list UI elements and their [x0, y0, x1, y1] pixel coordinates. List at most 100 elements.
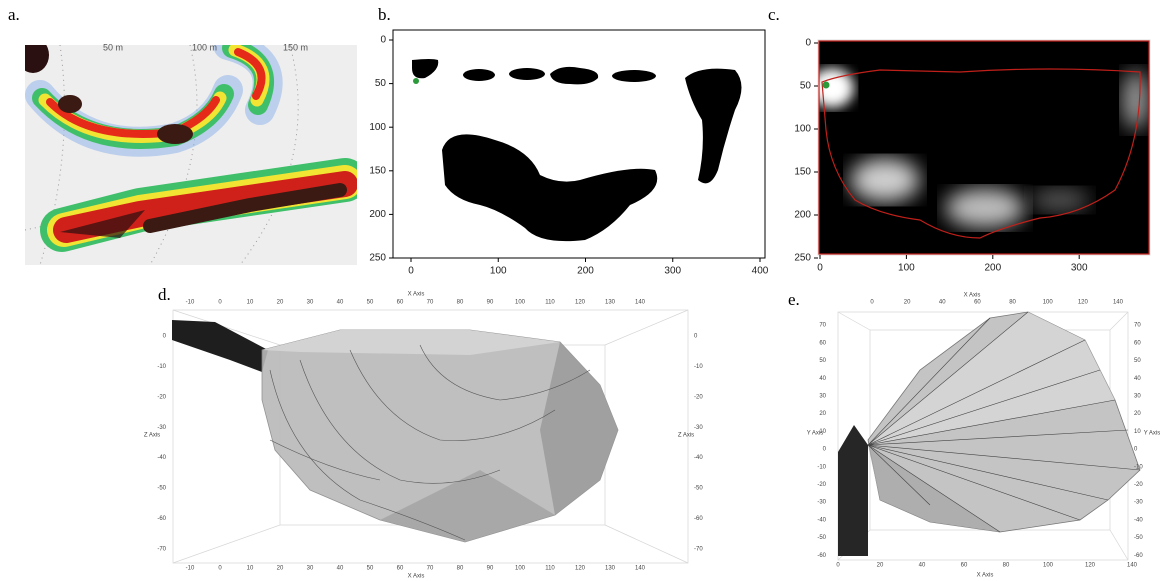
range-label: 50 m	[103, 42, 123, 52]
x-tick-label: 90	[487, 566, 494, 572]
z-tick-label: -60	[694, 516, 703, 522]
x-tick-label: 140	[635, 566, 646, 572]
y-tick-label: -40	[817, 517, 826, 523]
z-tick-label: -10	[694, 364, 703, 370]
x-tick-label: 70	[427, 300, 434, 306]
y-tick-label: -40	[1134, 517, 1143, 523]
z-tick-label: -20	[694, 394, 703, 400]
y-tick-label: 0	[1134, 447, 1138, 453]
distance-map	[810, 40, 1150, 255]
panel-label: b.	[378, 5, 391, 24]
y-tick-label: 0	[823, 447, 827, 453]
panel-label: c.	[768, 5, 780, 24]
x-tick-label: 60	[961, 563, 968, 569]
axis-label: X Axis	[408, 292, 425, 298]
x-tick-label: 200	[984, 263, 1001, 274]
x-tick-label: 80	[457, 566, 464, 572]
x-tick-label: 80	[457, 300, 464, 306]
x-tick-label: 130	[605, 300, 616, 306]
x-tick-label: 100	[515, 300, 526, 306]
z-tick-label: -50	[694, 486, 703, 492]
x-tick-label: 50	[367, 566, 374, 572]
x-tick-label: 20	[877, 563, 884, 569]
z-tick-label: -40	[694, 455, 703, 461]
y-tick-label: 200	[369, 209, 386, 220]
x-tick-label: 0	[870, 300, 874, 306]
x-tick-label: 110	[545, 566, 555, 572]
x-tick-label: 100	[515, 566, 526, 572]
z-tick-label: -30	[157, 425, 166, 431]
y-tick-label: 30	[1134, 393, 1141, 399]
x-tick-label: 40	[337, 300, 344, 306]
x-tick-label: 300	[1071, 263, 1088, 274]
y-tick-label: 30	[819, 393, 826, 399]
x-tick-label: 20	[277, 300, 284, 306]
y-tick-label: -30	[1134, 500, 1143, 506]
z-tick-label: -50	[157, 486, 166, 492]
x-tick-label: 60	[397, 566, 404, 572]
x-tick-label: 50	[367, 300, 374, 306]
x-tick-label: 0	[218, 300, 222, 306]
x-tick-label: 80	[1009, 300, 1016, 306]
y-tick-label: 10	[1134, 429, 1141, 435]
y-tick-label: 100	[794, 124, 811, 135]
z-tick-label: -70	[694, 546, 703, 552]
y-tick-label: -50	[1134, 535, 1143, 541]
x-tick-label: 100	[898, 263, 915, 274]
axis-label: Z Axis	[678, 433, 694, 439]
y-tick-label: 60	[1134, 340, 1141, 346]
x-tick-label: 0	[817, 263, 823, 274]
x-tick-label: 140	[1113, 300, 1124, 306]
x-tick-label: 20	[904, 300, 911, 306]
x-tick-label: 90	[487, 300, 494, 306]
y-tick-label: -50	[817, 535, 826, 541]
y-tick-label: 50	[1134, 358, 1141, 364]
x-tick-label: 0	[218, 566, 222, 572]
x-tick-label: 140	[635, 300, 646, 306]
reconstruction-top	[838, 312, 1140, 560]
x-tick-label: 0	[836, 563, 840, 569]
axis-label: Z Axis	[144, 433, 160, 439]
y-tick-label: -20	[1134, 482, 1143, 488]
z-tick-label: -30	[694, 425, 703, 431]
x-tick-label: 300	[664, 266, 681, 277]
y-tick-label: 200	[794, 210, 811, 221]
axis-label: X Axis	[977, 573, 994, 579]
x-tick-label: 20	[277, 566, 284, 572]
z-tick-label: 0	[163, 334, 167, 340]
x-tick-label: 10	[247, 300, 254, 306]
z-tick-label: -10	[157, 364, 166, 370]
x-tick-label: 10	[247, 566, 254, 572]
sonar-image	[17, 37, 357, 265]
x-tick-label: 130	[605, 566, 616, 572]
x-tick-label: 60	[974, 300, 981, 306]
z-tick-label: -40	[157, 455, 166, 461]
y-tick-label: 40	[1134, 376, 1141, 382]
reconstruction-side	[172, 310, 688, 563]
axis-label: Y Axis	[807, 431, 824, 437]
y-tick-label: 20	[819, 411, 826, 417]
y-tick-label: 250	[369, 253, 386, 264]
x-tick-label: 40	[337, 566, 344, 572]
x-tick-label: 120	[575, 300, 586, 306]
binary-mask	[393, 30, 765, 258]
x-tick-label: 400	[752, 266, 769, 277]
x-tick-label: -10	[186, 300, 195, 306]
x-tick-label: 110	[545, 300, 555, 306]
y-tick-label: -20	[817, 482, 826, 488]
y-tick-label: 150	[369, 165, 386, 176]
y-tick-label: -60	[817, 553, 826, 559]
x-tick-label: 30	[307, 300, 314, 306]
x-tick-label: 40	[919, 563, 926, 569]
x-tick-label: 120	[1078, 300, 1089, 306]
panel-label: a.	[8, 5, 20, 24]
range-label: 150 m	[283, 42, 308, 52]
x-tick-label: 30	[307, 566, 314, 572]
panel-label: d.	[158, 285, 171, 304]
z-tick-label: 0	[694, 334, 698, 340]
x-tick-label: 0	[408, 266, 414, 277]
x-tick-label: 140	[1127, 563, 1138, 569]
y-tick-label: 0	[380, 35, 386, 46]
x-tick-label: 40	[939, 300, 946, 306]
y-tick-label: 250	[794, 253, 811, 264]
